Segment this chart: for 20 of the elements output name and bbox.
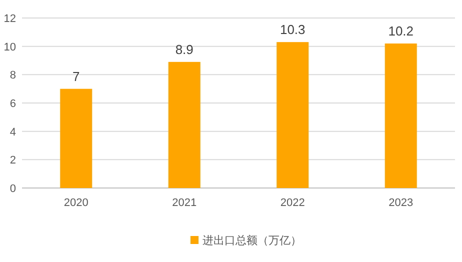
x-tick-label: 2023: [388, 197, 414, 209]
y-tick-label: 4: [10, 126, 16, 138]
x-tick-label: 2022: [280, 197, 305, 209]
x-tick-label: 2020: [64, 197, 88, 209]
bar: [168, 62, 200, 188]
y-tick-label: 10: [4, 41, 16, 54]
x-tick-label: 2021: [172, 197, 197, 209]
data-label: 10.2: [388, 24, 414, 38]
y-tick-label: 2: [10, 154, 16, 167]
y-tick-label: 0: [10, 183, 16, 195]
data-label: 8.9: [175, 42, 194, 57]
y-tick-label: 8: [10, 70, 16, 82]
legend-label: 进出口总额（万亿）: [202, 234, 302, 247]
y-tick-label: 12: [4, 13, 16, 25]
bar: [60, 88, 92, 188]
data-label: 7: [72, 68, 80, 84]
bar: [384, 44, 417, 188]
y-tick-label: 6: [10, 98, 16, 110]
bar: [276, 42, 309, 188]
data-label: 10.3: [280, 22, 306, 38]
